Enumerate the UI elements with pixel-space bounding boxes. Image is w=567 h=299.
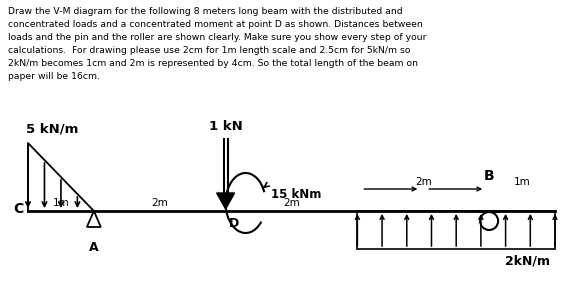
Text: loads and the pin and the roller are shown clearly. Make sure you show every ste: loads and the pin and the roller are sho… <box>8 33 426 42</box>
Text: paper will be 16cm.: paper will be 16cm. <box>8 72 100 81</box>
Polygon shape <box>217 193 235 209</box>
Text: 2kN/m becomes 1cm and 2m is represented by 4cm. So the total length of the beam : 2kN/m becomes 1cm and 2m is represented … <box>8 59 418 68</box>
Text: concentrated loads and a concentrated moment at point D as shown. Distances betw: concentrated loads and a concentrated mo… <box>8 20 423 29</box>
Text: 2m: 2m <box>151 198 168 208</box>
Text: 2m: 2m <box>415 177 431 187</box>
Text: calculations.  For drawing please use 2cm for 1m length scale and 2.5cm for 5kN/: calculations. For drawing please use 2cm… <box>8 46 411 55</box>
Text: Draw the V-M diagram for the following 8 meters long beam with the distributed a: Draw the V-M diagram for the following 8… <box>8 7 403 16</box>
Text: 2m: 2m <box>283 198 300 208</box>
Text: 1 kN: 1 kN <box>209 120 243 133</box>
Text: 1m: 1m <box>514 177 531 187</box>
Text: C: C <box>14 202 24 216</box>
Text: 1m: 1m <box>53 198 69 208</box>
Text: A: A <box>89 241 99 254</box>
Text: 2kN/m: 2kN/m <box>505 254 550 267</box>
Text: B: B <box>484 169 494 183</box>
Text: 15 kNm: 15 kNm <box>270 188 321 202</box>
Text: 5 kN/m: 5 kN/m <box>26 122 78 135</box>
Bar <box>357 211 555 249</box>
Text: D: D <box>229 217 239 230</box>
